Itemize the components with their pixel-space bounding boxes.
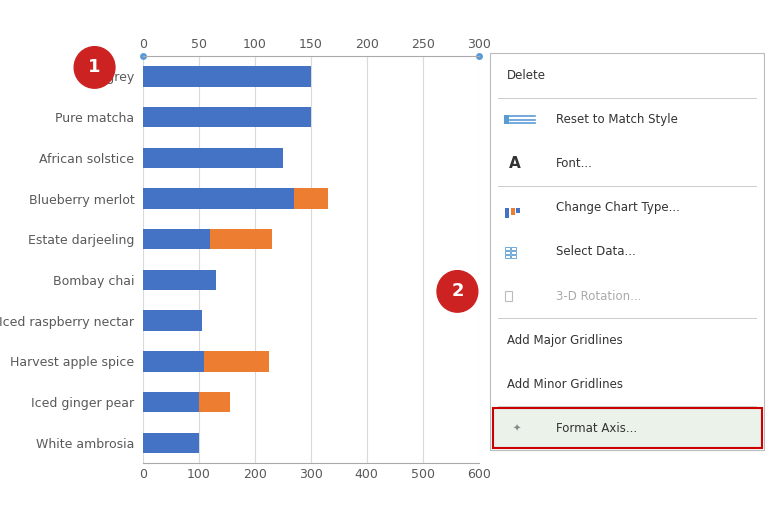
Bar [143,148,283,168]
Bar [143,310,201,331]
FancyBboxPatch shape [516,208,520,213]
Bar [294,188,327,209]
Bar [143,66,310,87]
FancyBboxPatch shape [490,53,764,450]
Bar [143,392,199,412]
Circle shape [437,271,478,312]
Text: 1: 1 [88,59,101,76]
Text: 3-D Rotation...: 3-D Rotation... [556,290,642,302]
Text: Format Axis...: Format Axis... [556,422,637,435]
Text: Select Data...: Select Data... [556,245,636,259]
Text: Change Chart Type...: Change Chart Type... [556,202,680,214]
FancyBboxPatch shape [511,208,515,215]
Text: Add Minor Gridlines: Add Minor Gridlines [506,378,623,391]
Bar [143,188,294,209]
Bar [143,351,205,372]
Bar [199,392,229,412]
FancyBboxPatch shape [506,208,510,218]
Bar [143,229,210,249]
Text: 2: 2 [451,282,464,300]
FancyBboxPatch shape [504,115,510,124]
Text: Add Major Gridlines: Add Major Gridlines [506,334,622,347]
Text: Font...: Font... [556,157,593,170]
Bar [210,229,272,249]
Text: ✦: ✦ [512,423,520,433]
Bar [205,351,269,372]
FancyBboxPatch shape [493,408,761,448]
Bar [143,270,215,290]
Text: Delete: Delete [506,69,546,82]
Bar [143,433,199,453]
Bar [143,107,310,127]
Text: A: A [509,156,521,171]
Circle shape [74,47,115,88]
Text: Reset to Match Style: Reset to Match Style [556,113,678,126]
